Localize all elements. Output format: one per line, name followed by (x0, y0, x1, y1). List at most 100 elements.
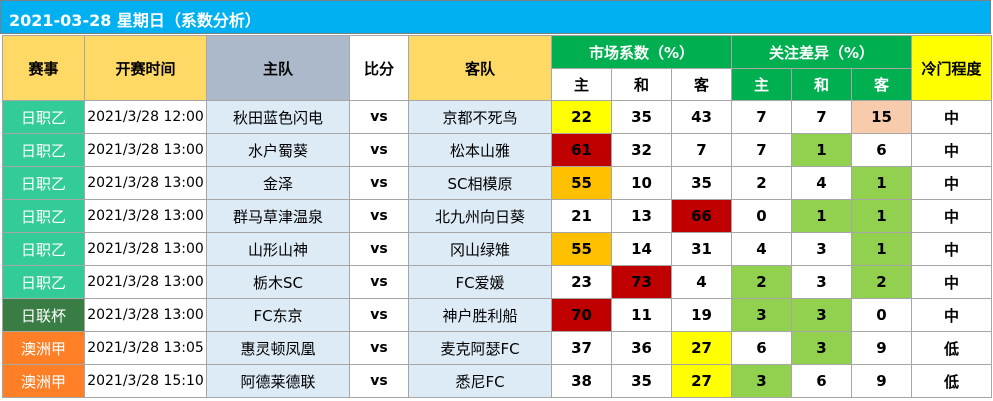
away-team-cell: 悉尼FC (408, 364, 552, 398)
upset-level-cell: 中 (911, 166, 992, 200)
attention-away-cell: 6 (851, 133, 912, 167)
upset-level-cell: 中 (911, 265, 992, 299)
header-upset-level: 冷门程度 (911, 35, 992, 101)
sheet-title-bar: 2021-03-28 星期日（系数分析） (0, 0, 991, 34)
league-cell: 日职乙 (2, 265, 85, 299)
attention-draw-cell: 6 (791, 364, 852, 398)
header-market-coefficient: 市场系数（%） (551, 35, 732, 69)
market-home-cell: 38 (551, 364, 612, 398)
header-score: 比分 (349, 35, 409, 101)
score-cell: vs (349, 133, 409, 167)
market-draw-cell: 10 (611, 166, 672, 200)
home-team-cell: 金泽 (206, 166, 350, 200)
upset-level-cell: 中 (911, 298, 992, 332)
market-away-cell: 31 (671, 232, 732, 266)
score-cell: vs (349, 298, 409, 332)
home-team-cell: 山形山神 (206, 232, 350, 266)
score-cell: vs (349, 166, 409, 200)
away-team-cell: 冈山绿雉 (408, 232, 552, 266)
upset-level-cell: 低 (911, 364, 992, 398)
upset-level-cell: 中 (911, 199, 992, 233)
score-cell: vs (349, 265, 409, 299)
attention-away-cell: 15 (851, 100, 912, 134)
header-home-team: 主队 (206, 35, 350, 101)
league-cell: 澳洲甲 (2, 364, 85, 398)
home-team-cell: 群马草津温泉 (206, 199, 350, 233)
upset-level-cell: 中 (911, 133, 992, 167)
market-away-cell: 27 (671, 364, 732, 398)
match-row: 日职乙 2021/3/28 13:00 栃木SC vs FC爱媛 23 73 4 2 3 2 中 (2, 265, 992, 299)
kickoff-time-cell: 2021/3/28 12:00 (84, 100, 207, 134)
attention-draw-cell: 1 (791, 133, 852, 167)
market-away-cell: 35 (671, 166, 732, 200)
market-draw-cell: 11 (611, 298, 672, 332)
market-home-cell: 55 (551, 166, 612, 200)
attention-home-cell: 2 (731, 166, 792, 200)
attention-away-cell: 9 (851, 364, 912, 398)
attention-home-cell: 7 (731, 133, 792, 167)
market-away-cell: 19 (671, 298, 732, 332)
upset-level-cell: 中 (911, 232, 992, 266)
league-cell: 澳洲甲 (2, 331, 85, 365)
attention-home-cell: 2 (731, 265, 792, 299)
attention-home-cell: 6 (731, 331, 792, 365)
market-draw-cell: 73 (611, 265, 672, 299)
match-row: 澳洲甲 2021/3/28 15:10 阿德莱德联 vs 悉尼FC 38 35 27 3 6 9 低 (2, 364, 992, 398)
attention-away-cell: 2 (851, 265, 912, 299)
kickoff-time-cell: 2021/3/28 13:00 (84, 166, 207, 200)
match-row: 日职乙 2021/3/28 13:00 金泽 vs SC相模原 55 10 35 2 4 1 中 (2, 166, 992, 200)
market-draw-cell: 32 (611, 133, 672, 167)
header-away-team: 客队 (408, 35, 552, 101)
away-team-cell: SC相模原 (408, 166, 552, 200)
attention-home-cell: 3 (731, 364, 792, 398)
market-home-cell: 61 (551, 133, 612, 167)
odds-analysis-table: 赛事 开赛时间 主队 比分 客队 市场系数（%） 关注差异（%） 冷门程度 主 … (2, 35, 992, 398)
kickoff-time-cell: 2021/3/28 13:00 (84, 265, 207, 299)
subheader-attention-draw: 和 (791, 68, 852, 101)
match-row: 日联杯 2021/3/28 13:00 FC东京 vs 神户胜利船 70 11 19 3 3 0 中 (2, 298, 992, 332)
kickoff-time-cell: 2021/3/28 13:00 (84, 199, 207, 233)
market-home-cell: 23 (551, 265, 612, 299)
league-cell: 日职乙 (2, 232, 85, 266)
market-draw-cell: 13 (611, 199, 672, 233)
home-team-cell: 秋田蓝色闪电 (206, 100, 350, 134)
attention-home-cell: 4 (731, 232, 792, 266)
upset-level-cell: 中 (911, 100, 992, 134)
market-draw-cell: 35 (611, 364, 672, 398)
attention-away-cell: 1 (851, 199, 912, 233)
league-cell: 日职乙 (2, 199, 85, 233)
away-team-cell: 神户胜利船 (408, 298, 552, 332)
attention-away-cell: 1 (851, 232, 912, 266)
match-row: 日职乙 2021/3/28 13:00 水户蜀葵 vs 松本山雅 61 32 7 7 1 6 中 (2, 133, 992, 167)
attention-draw-cell: 1 (791, 199, 852, 233)
score-cell: vs (349, 199, 409, 233)
league-cell: 日联杯 (2, 298, 85, 332)
attention-draw-cell: 7 (791, 100, 852, 134)
subheader-attention-home: 主 (731, 68, 792, 101)
attention-away-cell: 9 (851, 331, 912, 365)
kickoff-time-cell: 2021/3/28 15:10 (84, 364, 207, 398)
market-home-cell: 70 (551, 298, 612, 332)
home-team-cell: 惠灵顿凤凰 (206, 331, 350, 365)
league-cell: 日职乙 (2, 166, 85, 200)
market-home-cell: 22 (551, 100, 612, 134)
subheader-market-home: 主 (551, 68, 612, 101)
league-cell: 日职乙 (2, 133, 85, 167)
header-league: 赛事 (2, 35, 85, 101)
kickoff-time-cell: 2021/3/28 13:00 (84, 232, 207, 266)
attention-draw-cell: 3 (791, 265, 852, 299)
attention-away-cell: 1 (851, 166, 912, 200)
attention-away-cell: 0 (851, 298, 912, 332)
market-draw-cell: 36 (611, 331, 672, 365)
home-team-cell: 阿德莱德联 (206, 364, 350, 398)
away-team-cell: 松本山雅 (408, 133, 552, 167)
attention-home-cell: 7 (731, 100, 792, 134)
upset-level-cell: 低 (911, 331, 992, 365)
market-home-cell: 37 (551, 331, 612, 365)
attention-draw-cell: 3 (791, 331, 852, 365)
market-away-cell: 43 (671, 100, 732, 134)
score-cell: vs (349, 232, 409, 266)
attention-draw-cell: 3 (791, 298, 852, 332)
away-team-cell: FC爱媛 (408, 265, 552, 299)
kickoff-time-cell: 2021/3/28 13:05 (84, 331, 207, 365)
